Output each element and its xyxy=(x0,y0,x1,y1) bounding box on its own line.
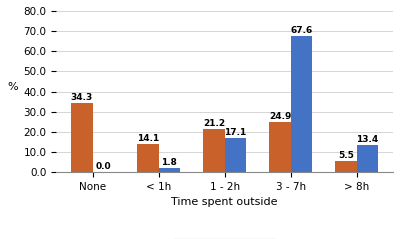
Text: 5.5: 5.5 xyxy=(338,151,354,160)
Bar xyxy=(357,145,378,172)
Bar xyxy=(290,36,312,172)
Bar xyxy=(138,144,158,172)
Text: 67.6: 67.6 xyxy=(290,26,312,35)
Text: 21.2: 21.2 xyxy=(203,119,225,128)
Bar xyxy=(224,138,246,172)
Text: 14.1: 14.1 xyxy=(137,134,159,143)
Text: 34.3: 34.3 xyxy=(71,93,93,102)
Text: 17.1: 17.1 xyxy=(224,128,246,137)
Y-axis label: %: % xyxy=(7,81,18,92)
Bar xyxy=(158,168,180,172)
X-axis label: Time spent outside: Time spent outside xyxy=(171,197,278,207)
Text: 0.0: 0.0 xyxy=(95,162,111,171)
Bar xyxy=(72,103,92,172)
Bar xyxy=(204,129,224,172)
Text: 1.8: 1.8 xyxy=(161,158,177,168)
Bar xyxy=(336,161,357,172)
Text: 24.9: 24.9 xyxy=(269,112,291,121)
Bar xyxy=(270,122,290,172)
Text: 13.4: 13.4 xyxy=(356,135,378,144)
